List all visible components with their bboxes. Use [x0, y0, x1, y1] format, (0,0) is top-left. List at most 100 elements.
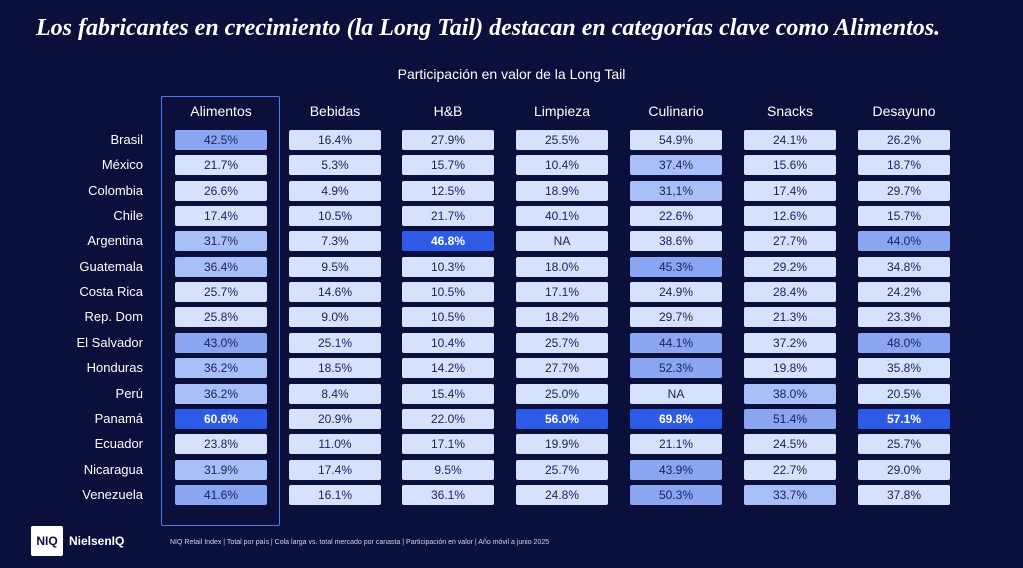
table-cell: 7.3%: [289, 231, 381, 252]
table-cell: 25.7%: [175, 282, 267, 303]
table-cell: 54.9%: [630, 130, 722, 150]
table-cell: 9.5%: [289, 256, 381, 277]
row-label-9: Honduras: [86, 360, 143, 376]
table-cell: 21.7%: [175, 155, 267, 176]
table-cell: 51.4%: [744, 408, 836, 429]
table-cell: 26.2%: [858, 130, 950, 150]
row-label-5: Guatemala: [79, 258, 143, 274]
table-cell: 10.5%: [402, 307, 494, 328]
table-cell: 22.7%: [744, 459, 836, 480]
table-cell: 25.8%: [175, 307, 267, 328]
table-cell: 15.4%: [402, 383, 494, 404]
table-cell: 16.1%: [289, 484, 381, 505]
table-cell: 29.7%: [858, 180, 950, 201]
table-cell: 44.1%: [630, 332, 722, 353]
table-cell: 25.7%: [516, 332, 608, 353]
table-cell: 42.5%: [175, 130, 267, 150]
table-cell: 14.6%: [289, 282, 381, 303]
table-cell: 16.4%: [289, 130, 381, 150]
table-cell: 60.6%: [175, 408, 267, 429]
column-header-2: H&B: [433, 103, 463, 119]
table-cell: 46.8%: [402, 231, 494, 252]
table-cell: 9.0%: [289, 307, 381, 328]
table-cell: 31.7%: [175, 231, 267, 252]
column-header-3: Limpieza: [533, 103, 591, 119]
row-label-0: Brasil: [110, 132, 143, 147]
table-cell: 21.1%: [630, 434, 722, 455]
table-cell: 36.2%: [175, 358, 267, 379]
table-cell: 19.9%: [516, 434, 608, 455]
table-cell: 24.9%: [630, 282, 722, 303]
table-cell: 10.5%: [289, 206, 381, 227]
table-cell: 17.4%: [175, 206, 267, 227]
chart-title: Participación en valor de la Long Tail: [397, 66, 626, 82]
table-cell: 36.1%: [402, 484, 494, 505]
table-cell: 25.1%: [289, 332, 381, 353]
table-cell: 10.3%: [402, 256, 494, 277]
table-cell: 17.1%: [516, 282, 608, 303]
table-cell: 37.8%: [858, 484, 950, 505]
brand-name: NielsenIQ: [69, 534, 125, 548]
table-cell: 21.7%: [402, 206, 494, 227]
table-cell: 36.4%: [175, 256, 267, 277]
table-cell: 5.3%: [289, 155, 381, 176]
table-cell: 26.6%: [175, 180, 267, 201]
table-cell: 21.3%: [744, 307, 836, 328]
row-label-6: Costa Rica: [79, 284, 143, 300]
table-cell: 27.7%: [516, 358, 608, 379]
table-cell: 57.1%: [858, 408, 950, 429]
table-cell: NA: [516, 231, 608, 252]
table-cell: 43.0%: [175, 332, 267, 353]
table-cell: 37.2%: [744, 332, 836, 353]
table-cell: 8.4%: [289, 383, 381, 404]
table-cell: 24.8%: [516, 484, 608, 505]
row-label-12: Ecuador: [94, 436, 143, 452]
table-cell: 20.5%: [858, 383, 950, 404]
table-cell: 18.7%: [858, 155, 950, 176]
table-cell: 9.5%: [402, 459, 494, 480]
table-cell: 28.4%: [744, 282, 836, 303]
table-cell: 31.9%: [175, 459, 267, 480]
table-cell: 29.0%: [858, 459, 950, 480]
table-cell: 19.8%: [744, 358, 836, 379]
row-label-13: Nicaragua: [83, 461, 143, 477]
table-cell: 20.9%: [289, 408, 381, 429]
table-cell: 11.0%: [289, 434, 381, 455]
table-cell: 15.6%: [744, 155, 836, 176]
table-cell: 23.8%: [175, 434, 267, 455]
table-cell: 33.7%: [744, 484, 836, 505]
table-cell: 40.1%: [516, 206, 608, 227]
table-cell: 12.6%: [744, 206, 836, 227]
table-cell: 50.3%: [630, 484, 722, 505]
table-cell: 18.0%: [516, 256, 608, 277]
column-header-4: Culinario: [648, 103, 704, 119]
column-header-6: Desayuno: [872, 103, 936, 119]
table-cell: 15.7%: [858, 206, 950, 227]
table-cell: 10.4%: [516, 155, 608, 176]
table-cell: 41.6%: [175, 484, 267, 505]
table-cell: 27.9%: [402, 130, 494, 150]
alimentos-highlight-frame: [161, 96, 280, 526]
table-cell: 4.9%: [289, 180, 381, 201]
row-label-8: El Salvador: [76, 334, 143, 350]
table-cell: 43.9%: [630, 459, 722, 480]
table-cell: 22.6%: [630, 206, 722, 227]
table-cell: 44.0%: [858, 231, 950, 252]
table-cell: 18.9%: [516, 180, 608, 201]
table-cell: 17.4%: [289, 459, 381, 480]
table-cell: 24.1%: [744, 130, 836, 150]
table-cell: NA: [630, 383, 722, 404]
table-cell: 29.2%: [744, 256, 836, 277]
column-header-0: Alimentos: [190, 103, 252, 119]
column-header-5: Snacks: [767, 103, 813, 119]
table-cell: 25.0%: [516, 383, 608, 404]
table-cell: 29.7%: [630, 307, 722, 328]
row-label-3: Chile: [113, 208, 143, 224]
table-cell: 24.5%: [744, 434, 836, 455]
table-cell: 17.1%: [402, 434, 494, 455]
table-cell: 34.8%: [858, 256, 950, 277]
table-cell: 10.4%: [402, 332, 494, 353]
table-cell: 27.7%: [744, 231, 836, 252]
table-cell: 38.0%: [744, 383, 836, 404]
table-cell: 10.5%: [402, 282, 494, 303]
